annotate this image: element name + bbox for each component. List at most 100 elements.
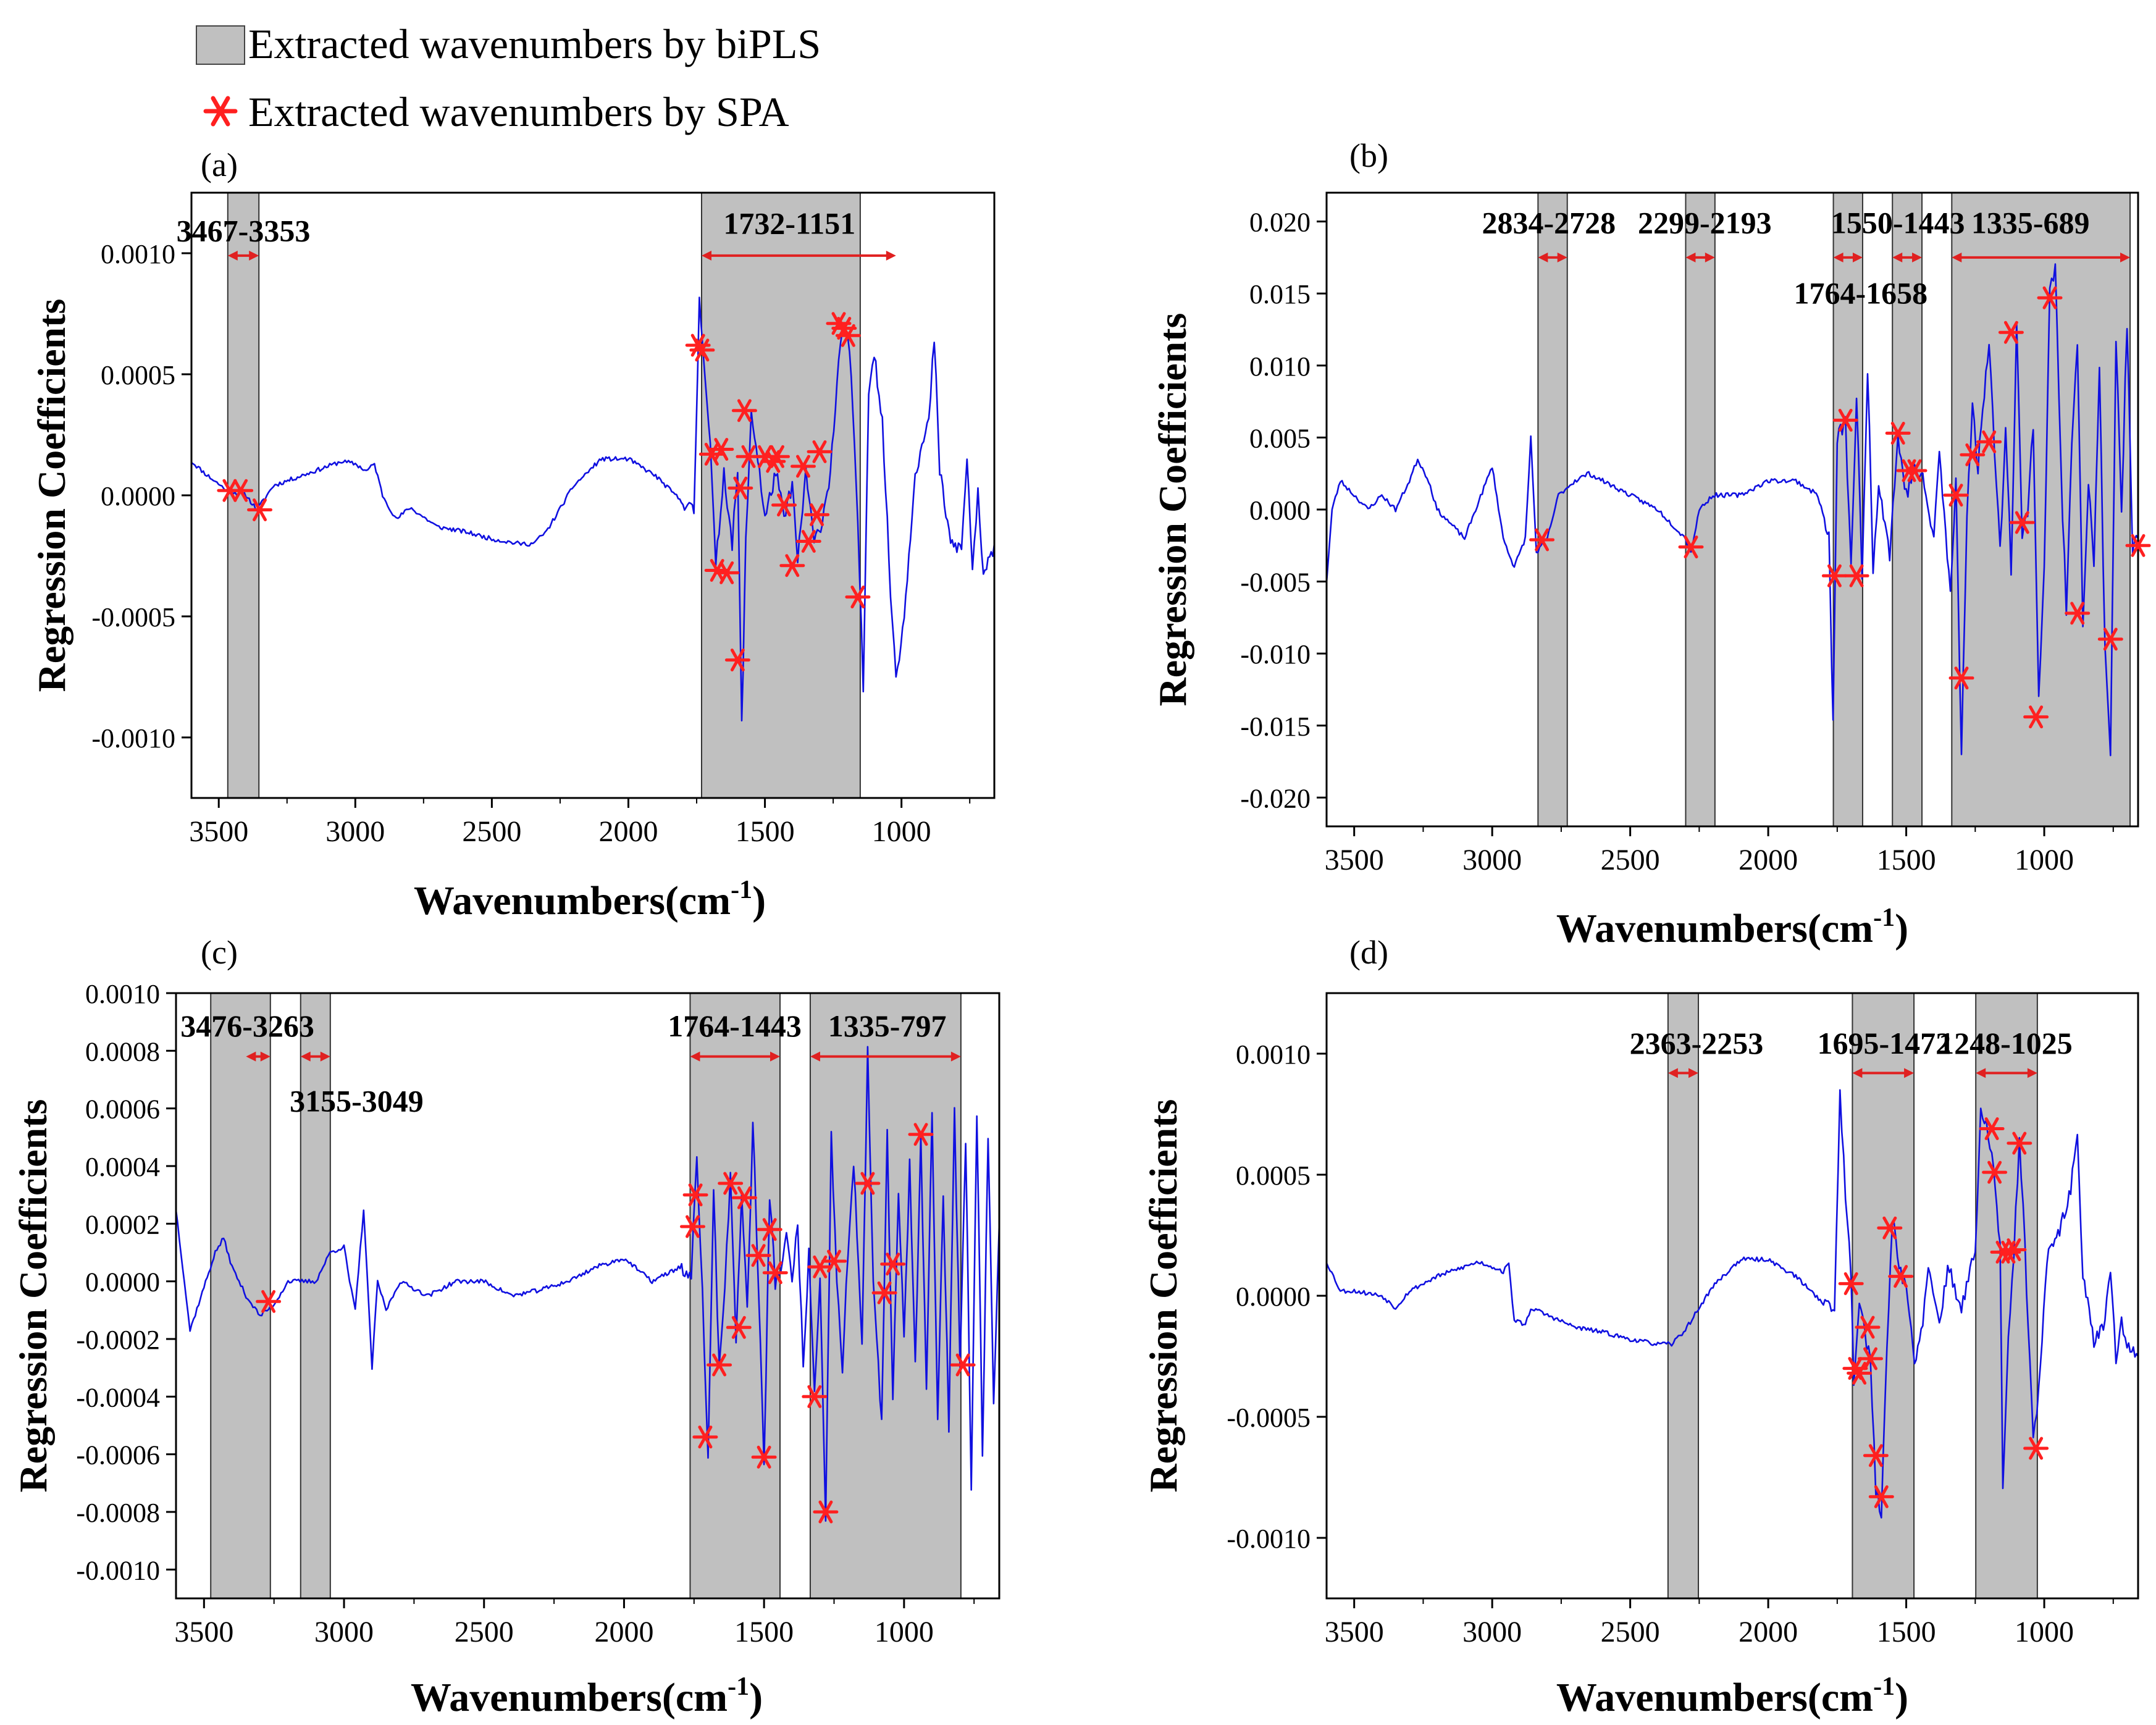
x-tick-label: 2500: [1601, 844, 1660, 876]
range-arrow: [300, 1051, 330, 1062]
spa-marker: [228, 479, 254, 502]
spa-marker: [765, 445, 790, 468]
spa-marker: [745, 1244, 771, 1267]
panel-label: (c): [201, 934, 238, 971]
y-tick-label: 0.0000: [101, 481, 175, 511]
spa-marker: [795, 530, 821, 553]
band-range-label: 1335-797: [828, 1009, 947, 1043]
x-tick-label: 2000: [598, 815, 658, 848]
x-axis-label: Wavenumbers(cm-1): [1556, 904, 1908, 951]
range-arrow: [1952, 252, 2131, 262]
spa-marker: [813, 1500, 839, 1524]
bipls-band: [1951, 192, 2131, 827]
spa-marker: [1976, 430, 2002, 453]
x-tick-label: 3500: [174, 1616, 233, 1648]
panel-d: (d) 3500 3000 2500 2000 1500 1000 -0.0010 -0.000…: [1141, 934, 2139, 1720]
y-tick-label: -0.005: [1240, 568, 1311, 598]
spa-marker: [779, 554, 805, 577]
spa-marker: [714, 561, 740, 584]
spa-marker: [880, 1253, 906, 1276]
y-tick-label: -0.0010: [1227, 1524, 1311, 1554]
range-arrow: [690, 1051, 780, 1062]
band-range-label: 2299-2193: [1638, 205, 1772, 240]
spa-marker: [908, 1123, 934, 1146]
legend-spa-marker: [203, 96, 238, 127]
spa-marker: [1821, 564, 1847, 587]
bipls-band: [1852, 993, 1915, 1599]
spa-marker: [1948, 666, 1974, 690]
y-tick-label: 0.0008: [85, 1036, 160, 1067]
x-tick-label: 1500: [736, 815, 795, 848]
range-arrow: [246, 1051, 271, 1062]
spa-marker: [689, 338, 715, 362]
spa-marker: [807, 440, 833, 463]
y-tick-label: -0.015: [1240, 711, 1311, 742]
range-arrow: [1833, 252, 1863, 262]
y-tick-label: 0.0005: [1236, 1160, 1311, 1191]
y-tick-label: -0.010: [1240, 639, 1311, 669]
bipls-band: [1975, 993, 2038, 1599]
x-tick-label: 1000: [2015, 1616, 2074, 1648]
spa-marker: [731, 399, 757, 422]
spa-marker: [2023, 705, 2049, 729]
range-arrow: [1685, 252, 1715, 262]
spa-marker: [2009, 511, 2035, 534]
spa-marker: [2097, 627, 2123, 651]
spa-marker: [1847, 1361, 1873, 1385]
spa-marker: [718, 1172, 744, 1195]
spectrum-line: [175, 1046, 1000, 1522]
spa-marker: [2037, 286, 2063, 309]
panel-c: (c) 3500 3000 2500 2000 1500 1000 -0.0010 -0.000…: [11, 934, 1000, 1720]
y-tick-label: -0.0008: [76, 1498, 160, 1528]
x-tick-label: 3000: [314, 1616, 374, 1648]
panel-a: (a) 3500 3000 2500 2000 1500 1000 -0.0010 -0.000…: [30, 146, 996, 923]
spa-marker: [751, 1445, 777, 1469]
bipls-band: [210, 993, 271, 1599]
bipls-band: [1892, 192, 1923, 827]
band-range-label: 1550-1443: [1831, 205, 1965, 240]
legend-band-swatch: [196, 25, 245, 65]
spa-marker: [707, 1353, 732, 1377]
y-axis-label: Regression Coefficients: [11, 1099, 55, 1493]
x-tick-label: 2500: [455, 1616, 514, 1648]
y-tick-label: 0.005: [1249, 423, 1311, 453]
bipls-band: [1832, 192, 1863, 827]
band-range-label: 1335-689: [1971, 205, 2090, 240]
x-tick-label: 1500: [1877, 844, 1936, 876]
spa-marker: [757, 1218, 782, 1241]
x-tick-label: 2000: [1739, 844, 1798, 876]
y-tick-label: -0.0006: [76, 1440, 160, 1471]
x-axis-label: Wavenumbers(cm-1): [411, 1673, 763, 1720]
spa-marker: [804, 503, 830, 526]
y-tick-label: 0.000: [1249, 495, 1311, 526]
y-tick-label: 0.020: [1249, 208, 1311, 238]
spa-marker: [2023, 1437, 2049, 1460]
range-arrow: [810, 1051, 961, 1062]
spa-marker: [1855, 1316, 1881, 1339]
chart-panels: (a) 3500 3000 2500 2000 1500 1000 -0.0010 -0.000…: [11, 137, 2151, 1720]
y-tick-label: -0.0002: [76, 1325, 160, 1355]
spa-marker: [2065, 602, 2091, 625]
range-arrow: [701, 250, 896, 261]
y-tick-label: 0.0010: [85, 979, 160, 1009]
x-tick-label: 1000: [2015, 844, 2074, 876]
x-tick-label: 3500: [1325, 844, 1384, 876]
x-tick-label: 3000: [325, 815, 385, 848]
band-range-label: 1695-1472: [1817, 1026, 1951, 1060]
y-tick-label: 0.0010: [101, 239, 175, 269]
y-tick-label: 0.0000: [1236, 1282, 1311, 1312]
y-tick-label: 0.010: [1249, 351, 1311, 382]
band-range-label: 3476-3263: [180, 1009, 314, 1043]
spa-marker: [1838, 1272, 1864, 1295]
range-arrow: [1538, 252, 1567, 262]
band-range-label: 1764-1658: [1793, 276, 1927, 311]
spa-marker: [1863, 1444, 1889, 1467]
spa-marker: [802, 1385, 828, 1408]
bipls-band: [1537, 192, 1568, 827]
spa-marker: [791, 455, 816, 478]
spa-marker: [1902, 459, 1927, 482]
y-tick-label: 0.0006: [85, 1094, 160, 1125]
panel-label: (d): [1349, 934, 1388, 971]
spa-marker: [1982, 1160, 2008, 1184]
spectrum-line: [1325, 263, 2139, 757]
